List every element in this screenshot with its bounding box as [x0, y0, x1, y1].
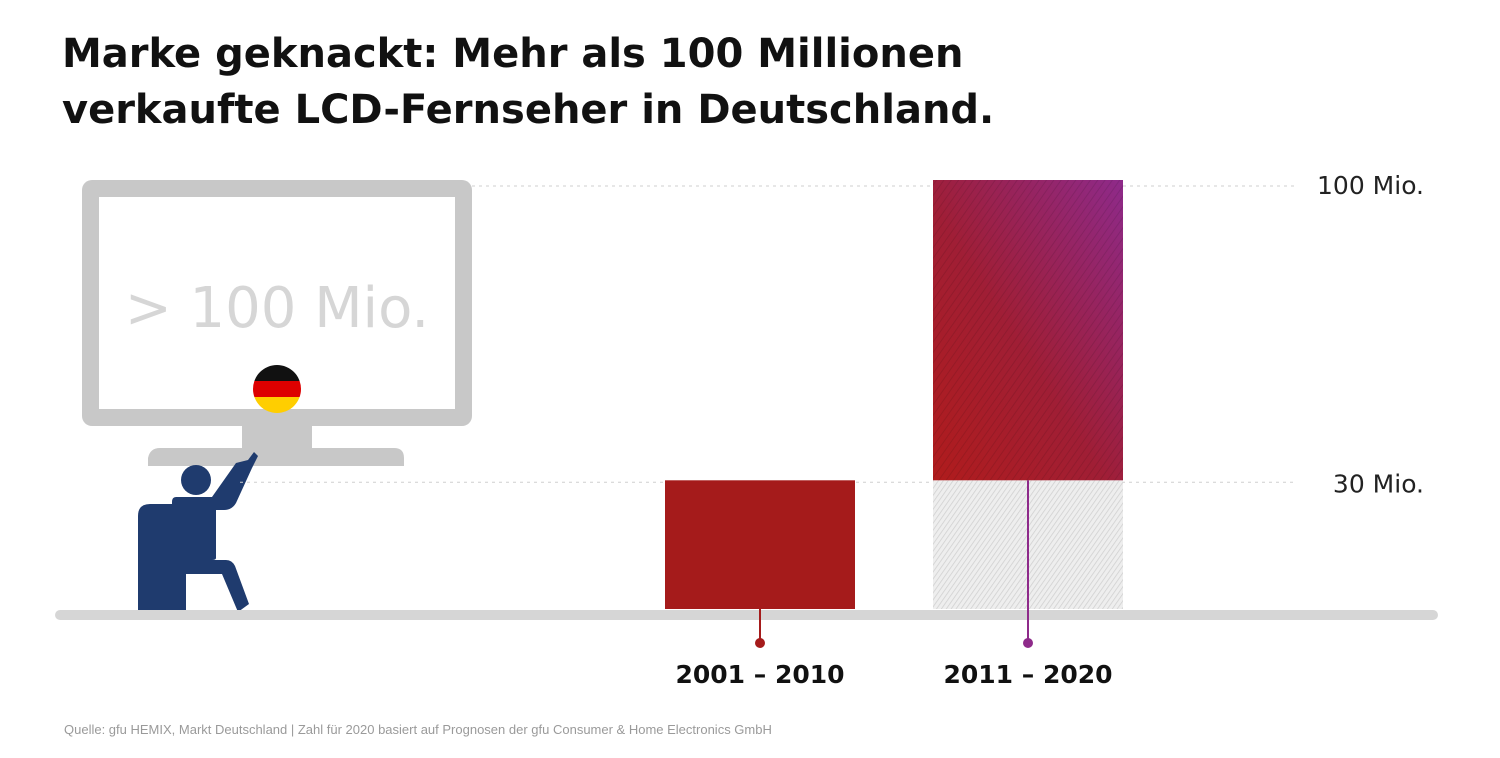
- tv-illustration: > 100 Mio.: [82, 180, 472, 466]
- y-tick-label-100: 100 Mio.: [1317, 171, 1424, 200]
- marker-dot-2001-2010: [755, 638, 765, 648]
- chair: [138, 504, 172, 611]
- y-tick-label-30: 30 Mio.: [1333, 469, 1424, 498]
- tv-stand: [148, 448, 404, 466]
- person-body: [172, 452, 258, 612]
- bar-2011-2020-top-hatch: [933, 180, 1123, 481]
- tv-screen-text: > 100 Mio.: [125, 276, 429, 341]
- germany-flag-icon: [253, 365, 301, 413]
- category-label-2011-2020: 2011 – 2020: [943, 660, 1112, 689]
- category-label-2001-2010: 2001 – 2010: [675, 660, 844, 689]
- chart-title-line-2: verkaufte LCD-Fernseher in Deutschland.: [62, 87, 995, 133]
- tv-neck: [242, 426, 312, 448]
- person-pointing-icon: [138, 452, 258, 612]
- marker-dot-2011-2020: [1023, 638, 1033, 648]
- person-head: [181, 465, 211, 495]
- source-note: Quelle: gfu HEMIX, Markt Deutschland | Z…: [64, 722, 772, 737]
- chart-title-line-1: Marke geknackt: Mehr als 100 Millionen: [62, 31, 964, 77]
- chart-title: Marke geknackt: Mehr als 100 Millionen v…: [62, 26, 1162, 138]
